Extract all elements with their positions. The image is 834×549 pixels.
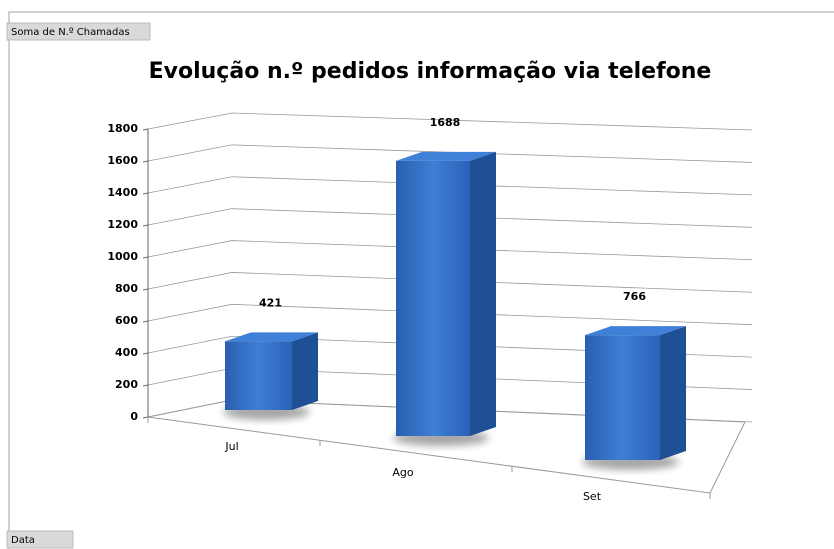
grid-line: [147, 240, 753, 261]
grid-line: [147, 335, 753, 358]
grid-line: [147, 144, 753, 163]
bar-top: [396, 151, 496, 161]
y-tick-label: 800: [115, 282, 138, 295]
y-tick: [142, 384, 149, 387]
value-label: 766: [623, 290, 646, 303]
value-label: 1688: [430, 116, 461, 129]
y-tick: [142, 192, 149, 195]
bar-side: [470, 151, 496, 436]
axis-field-button[interactable]: [6, 530, 74, 549]
y-tick: [142, 256, 149, 259]
value-field-label: Soma de N.º Chamadas: [11, 27, 130, 38]
y-tick: [142, 128, 149, 131]
y-tick: [142, 288, 149, 291]
bar: [225, 341, 292, 410]
y-tick-label: 1800: [107, 122, 138, 135]
y-tick-label: 1600: [107, 154, 138, 167]
y-tick-label: 200: [115, 378, 138, 391]
value-field-button[interactable]: [6, 22, 151, 41]
chart-title: Evolução n.º pedidos informação via tele…: [149, 59, 712, 84]
y-tick-label: 400: [115, 346, 138, 359]
bar: [396, 160, 470, 436]
y-tick: [142, 160, 149, 163]
bar-side: [660, 326, 686, 460]
frame: [8, 11, 834, 549]
x-tick-label: Ago: [392, 466, 414, 479]
grid-line: [147, 303, 753, 326]
grid-line: [147, 176, 753, 196]
y-tick-label: 1200: [107, 218, 138, 231]
bar-side: [292, 332, 318, 410]
bar: [585, 335, 660, 460]
value-label: 421: [259, 296, 282, 309]
bar-top: [585, 326, 686, 336]
y-tick: [142, 320, 149, 323]
y-tick-label: 0: [130, 410, 138, 423]
x-tick-label: Set: [583, 490, 602, 503]
y-tick-label: 1000: [107, 250, 138, 263]
axis-field-label: Data: [11, 535, 35, 546]
y-tick: [142, 416, 149, 419]
grid-line: [147, 208, 753, 228]
y-tick: [142, 224, 149, 227]
grid-line: [147, 112, 753, 131]
y-tick-label: 1400: [107, 186, 138, 199]
y-tick-label: 600: [115, 314, 138, 327]
bar-top: [225, 332, 318, 342]
grid-line: [147, 272, 753, 293]
y-tick: [142, 352, 149, 355]
x-tick-label: Jul: [224, 440, 238, 453]
